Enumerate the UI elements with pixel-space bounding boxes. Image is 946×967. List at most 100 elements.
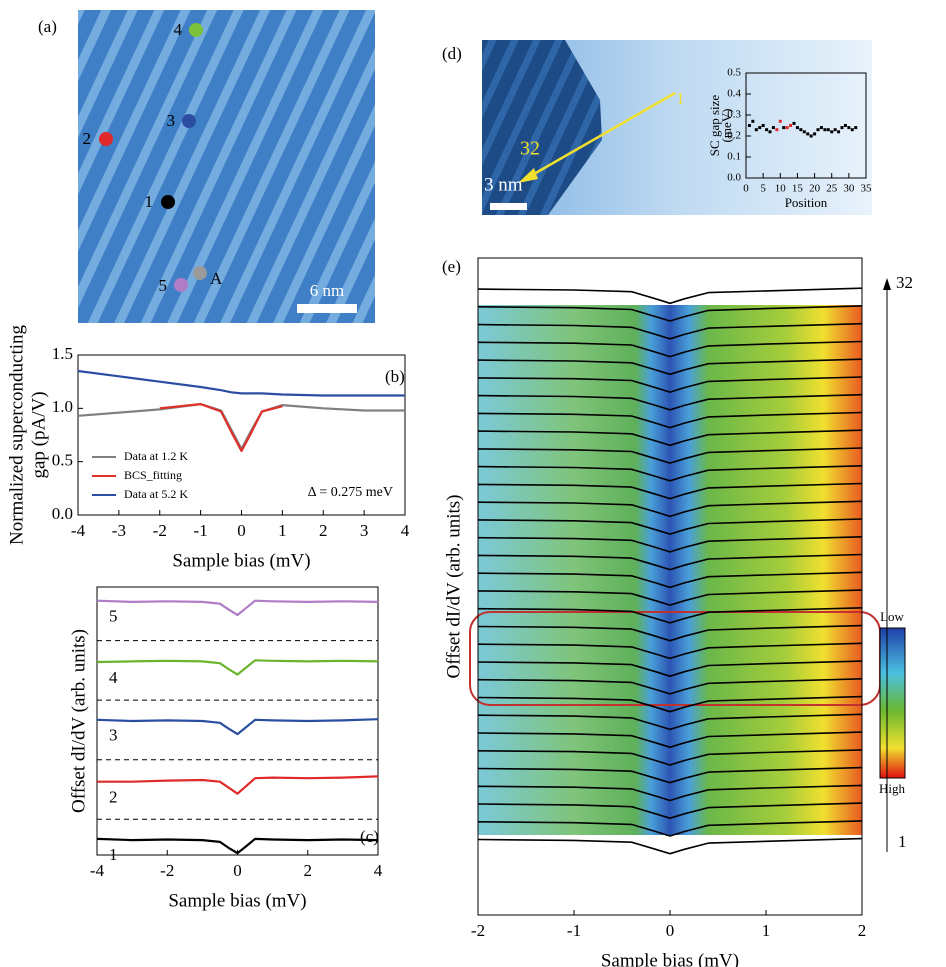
x-axis-label: Sample bias (mV): [601, 950, 739, 967]
x-tick-label: -4: [71, 521, 86, 540]
point: [840, 126, 844, 130]
point: [795, 126, 799, 130]
colorbar: [879, 627, 906, 779]
curve: [477, 571, 863, 589]
x-tick-label: -2: [153, 521, 167, 540]
point-label: 4: [174, 20, 183, 39]
point-label: 5: [159, 276, 168, 295]
stm-dark-region: [482, 40, 602, 215]
y-axis-label: gap (pA/V): [28, 391, 49, 478]
y-tick-label: 0.1: [727, 151, 741, 163]
curve: [477, 287, 863, 305]
colorbar-label: High: [879, 781, 906, 796]
y-axis-label: (meV): [719, 109, 734, 143]
plot-frame: [745, 72, 867, 179]
point: [809, 134, 813, 138]
legend-label: Data at 5.2 K: [124, 487, 188, 501]
curve: [97, 775, 379, 795]
point: [792, 121, 796, 125]
curve: [477, 589, 863, 606]
curve: [159, 403, 283, 453]
point: [775, 128, 779, 132]
y-tick-label: 0.0: [727, 172, 741, 184]
point: [182, 114, 196, 128]
point: [806, 132, 810, 136]
y-tick-label: 0.4: [727, 88, 741, 100]
x-tick-label: -1: [194, 521, 208, 540]
y-axis-label: Offset dI/dV (arb. units): [443, 495, 464, 679]
point: [830, 130, 834, 134]
panel-label: (b): [385, 367, 405, 386]
curve: [477, 695, 863, 713]
curve: [477, 678, 863, 695]
curve: [477, 766, 863, 784]
panel-label: (c): [360, 827, 379, 846]
point-label: A: [210, 269, 223, 288]
legend-label: BCS_fitting: [124, 468, 182, 482]
y-tick-label: 0.5: [52, 451, 73, 470]
point: [819, 126, 823, 130]
x-tick-label: 0: [743, 183, 749, 195]
point: [799, 128, 803, 132]
panel-label: (a): [38, 17, 57, 36]
curve-label: 1: [109, 845, 118, 864]
point: [854, 126, 858, 130]
point-label: 1: [145, 192, 154, 211]
point: [771, 126, 775, 130]
point: [816, 128, 820, 132]
y-tick-label: 0.3: [727, 109, 741, 121]
y-tick-label: 0.5: [727, 67, 741, 79]
x-tick-label: 4: [374, 861, 383, 880]
arrow-label: 32: [896, 273, 913, 292]
point: [833, 128, 837, 132]
x-tick-label: 4: [401, 521, 410, 540]
x-axis-label: Sample bias (mV): [168, 890, 306, 911]
curve: [477, 802, 863, 819]
x-tick-label: -4: [90, 861, 105, 880]
point: [847, 126, 851, 130]
curve-label: 4: [109, 668, 118, 687]
curve: [477, 536, 863, 553]
curve: [477, 713, 863, 731]
point: [747, 124, 751, 127]
curve: [477, 482, 863, 500]
x-tick-label: 1: [278, 521, 287, 540]
curve: [477, 393, 863, 411]
point: [193, 266, 207, 280]
curve-label: 3: [109, 726, 118, 745]
x-tick-label: 30: [843, 183, 855, 195]
point: [837, 130, 841, 134]
y-tick-label: 0.2: [727, 130, 741, 142]
x-tick-label: -2: [471, 921, 485, 940]
point: [768, 130, 772, 134]
x-tick-label: 25: [826, 183, 838, 195]
x-tick-label: 2: [858, 921, 867, 940]
x-tick-label: 10: [775, 183, 787, 195]
x-axis-label: Sample bias (mV): [172, 550, 310, 571]
point: [785, 126, 789, 130]
y-axis-label: Offset dI/dV (arb. units): [68, 629, 89, 813]
y-axis-label: SC gap size: [707, 95, 722, 157]
point: [761, 124, 765, 127]
point: [802, 130, 806, 134]
panel-label: (d): [442, 44, 462, 63]
x-tick-label: -1: [567, 921, 581, 940]
y-tick-label: 0.0: [52, 504, 73, 523]
y-tick-label: 1.0: [52, 397, 73, 416]
point: [765, 128, 769, 132]
point: [99, 132, 113, 146]
curve: [477, 447, 863, 464]
x-tick-label: 2: [319, 521, 328, 540]
point: [782, 126, 786, 130]
curve: [477, 553, 863, 571]
curve: [96, 837, 379, 855]
curve: [477, 500, 863, 518]
curve: [477, 607, 863, 624]
cut-label: 32: [520, 138, 540, 160]
x-tick-label: 15: [792, 183, 804, 195]
curve: [77, 403, 405, 450]
curve: [477, 820, 863, 837]
x-tick-label: -3: [112, 521, 126, 540]
point: [789, 124, 793, 127]
